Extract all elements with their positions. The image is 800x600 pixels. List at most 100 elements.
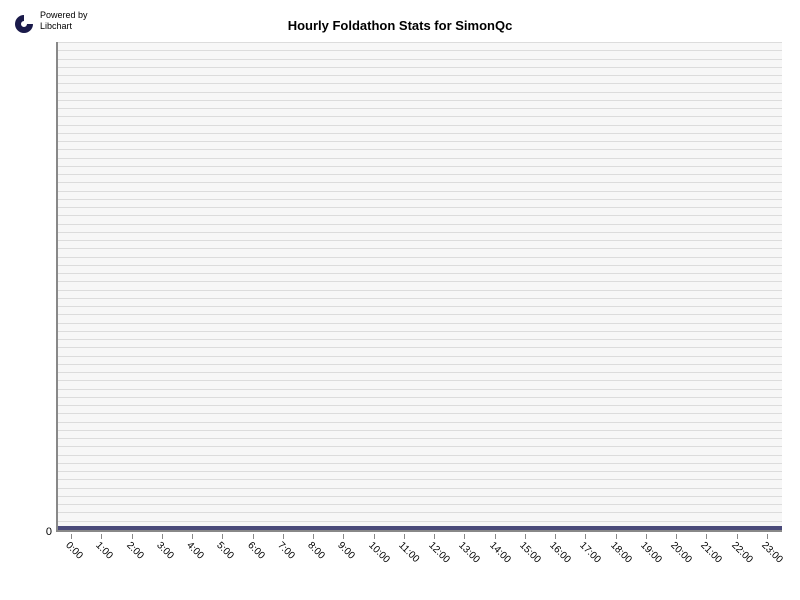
gridline bbox=[58, 158, 782, 159]
gridline bbox=[58, 199, 782, 200]
gridline bbox=[58, 67, 782, 68]
gridline bbox=[58, 174, 782, 175]
x-tick-label: 7:00 bbox=[275, 540, 297, 562]
gridline bbox=[58, 479, 782, 480]
gridline bbox=[58, 504, 782, 505]
x-tick-mark bbox=[404, 534, 405, 539]
x-tick-mark bbox=[71, 534, 72, 539]
gridline bbox=[58, 224, 782, 225]
x-tick-label: 10:00 bbox=[366, 540, 391, 565]
gridline bbox=[58, 273, 782, 274]
gridline bbox=[58, 405, 782, 406]
x-tick-mark bbox=[495, 534, 496, 539]
gridline bbox=[58, 281, 782, 282]
x-tick-mark bbox=[464, 534, 465, 539]
x-tick-label: 3:00 bbox=[154, 540, 176, 562]
gridline bbox=[58, 488, 782, 489]
x-tick-mark bbox=[192, 534, 193, 539]
x-tick-label: 5:00 bbox=[215, 540, 237, 562]
x-tick-label: 16:00 bbox=[547, 540, 572, 565]
x-tick-label: 11:00 bbox=[396, 540, 421, 565]
x-tick-label: 6:00 bbox=[245, 540, 267, 562]
gridline bbox=[58, 75, 782, 76]
gridline bbox=[58, 248, 782, 249]
gridline bbox=[58, 422, 782, 423]
chart-title: Hourly Foldathon Stats for SimonQc bbox=[0, 18, 800, 33]
gridline bbox=[58, 116, 782, 117]
x-tick-mark bbox=[283, 534, 284, 539]
gridline bbox=[58, 265, 782, 266]
x-tick-mark bbox=[434, 534, 435, 539]
gridlines bbox=[58, 42, 782, 530]
gridline bbox=[58, 257, 782, 258]
gridline bbox=[58, 182, 782, 183]
gridline bbox=[58, 413, 782, 414]
gridline bbox=[58, 314, 782, 315]
gridline bbox=[58, 50, 782, 51]
x-tick-mark bbox=[343, 534, 344, 539]
x-tick-label: 12:00 bbox=[426, 540, 451, 565]
x-tick-label: 13:00 bbox=[457, 540, 482, 565]
x-tick-mark bbox=[646, 534, 647, 539]
gridline bbox=[58, 290, 782, 291]
gridline bbox=[58, 125, 782, 126]
x-tick-label: 23:00 bbox=[759, 540, 784, 565]
x-tick-label: 1:00 bbox=[94, 540, 116, 562]
x-tick-label: 20:00 bbox=[668, 540, 693, 565]
gridline bbox=[58, 232, 782, 233]
gridline bbox=[58, 323, 782, 324]
x-tick-mark bbox=[374, 534, 375, 539]
gridline bbox=[58, 339, 782, 340]
x-tick-mark bbox=[706, 534, 707, 539]
gridline bbox=[58, 446, 782, 447]
gridline bbox=[58, 166, 782, 167]
x-tick-mark bbox=[616, 534, 617, 539]
x-tick-mark bbox=[313, 534, 314, 539]
gridline bbox=[58, 331, 782, 332]
x-tick-mark bbox=[676, 534, 677, 539]
x-tick-label: 0:00 bbox=[63, 540, 85, 562]
x-tick-mark bbox=[222, 534, 223, 539]
x-tick-label: 4:00 bbox=[184, 540, 206, 562]
gridline bbox=[58, 108, 782, 109]
gridline bbox=[58, 397, 782, 398]
x-tick-label: 2:00 bbox=[124, 540, 146, 562]
gridline bbox=[58, 364, 782, 365]
gridline bbox=[58, 372, 782, 373]
x-tick-mark bbox=[585, 534, 586, 539]
gridline bbox=[58, 463, 782, 464]
gridline bbox=[58, 100, 782, 101]
gridline bbox=[58, 83, 782, 84]
x-tick-mark bbox=[132, 534, 133, 539]
gridline bbox=[58, 471, 782, 472]
gridline bbox=[58, 380, 782, 381]
y-tick-label: 0 bbox=[46, 526, 52, 538]
x-tick-mark bbox=[253, 534, 254, 539]
gridline bbox=[58, 438, 782, 439]
gridline bbox=[58, 59, 782, 60]
x-tick-mark bbox=[767, 534, 768, 539]
gridline bbox=[58, 512, 782, 513]
gridline bbox=[58, 215, 782, 216]
x-tick-label: 21:00 bbox=[699, 540, 724, 565]
x-tick-mark bbox=[525, 534, 526, 539]
gridline bbox=[58, 455, 782, 456]
bottom-marker-line bbox=[58, 526, 782, 530]
x-tick-mark bbox=[555, 534, 556, 539]
gridline bbox=[58, 42, 782, 43]
gridline bbox=[58, 496, 782, 497]
gridline bbox=[58, 240, 782, 241]
y-axis-ticks: 0 bbox=[40, 42, 54, 532]
x-tick-mark bbox=[737, 534, 738, 539]
x-tick-label: 15:00 bbox=[517, 540, 542, 565]
gridline bbox=[58, 521, 782, 522]
gridline bbox=[58, 430, 782, 431]
gridline bbox=[58, 149, 782, 150]
x-tick-label: 19:00 bbox=[638, 540, 663, 565]
x-tick-label: 17:00 bbox=[578, 540, 603, 565]
x-tick-mark bbox=[162, 534, 163, 539]
gridline bbox=[58, 207, 782, 208]
gridline bbox=[58, 191, 782, 192]
gridline bbox=[58, 389, 782, 390]
gridline bbox=[58, 347, 782, 348]
